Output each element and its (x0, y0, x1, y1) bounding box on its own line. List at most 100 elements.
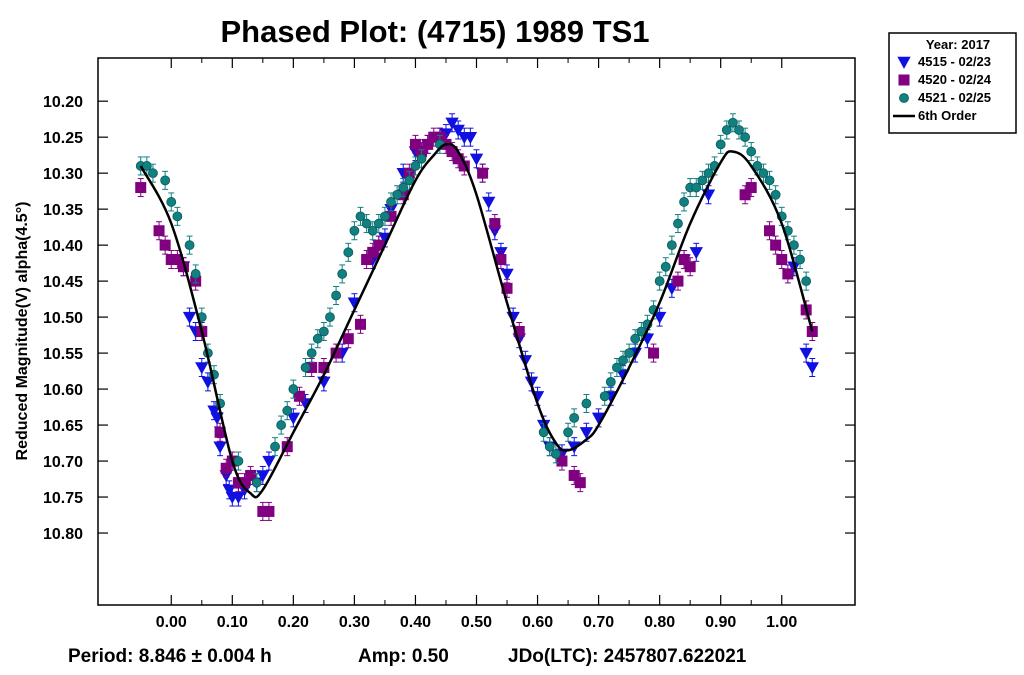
data-point (679, 197, 689, 207)
data-point (678, 254, 690, 266)
data-point (416, 153, 427, 164)
data-point (343, 247, 354, 258)
data-point (673, 218, 683, 229)
data-point (721, 125, 732, 135)
data-point (445, 117, 459, 130)
data-point (654, 276, 665, 287)
x-axis: 0.00 0.10 0.20 0.30 0.40 0.50 0.60 0.70 0.80 0.90… (156, 58, 797, 631)
data-point (618, 355, 628, 366)
data-point (684, 261, 696, 273)
data-point (392, 189, 403, 200)
legend: Year: 2017 4515 - 02/23 4520 - 02/24 4521 … (888, 32, 1017, 134)
x-tick-label: 0.50 (461, 614, 492, 631)
data-points (135, 113, 819, 521)
data-point (257, 505, 269, 517)
data-point (171, 254, 183, 266)
data-point (410, 161, 421, 171)
data-point (648, 347, 660, 359)
data-point (703, 168, 714, 179)
jdo-label: JDo(LTC): 2457807.622021 (508, 646, 747, 667)
data-point (380, 211, 390, 222)
x-tick-label: 0.20 (278, 614, 309, 631)
data-point (165, 254, 177, 266)
data-point (201, 376, 215, 389)
data-point (739, 189, 751, 201)
data-point (422, 138, 434, 150)
data-point (544, 441, 555, 452)
data-point (795, 254, 805, 265)
data-point (500, 268, 514, 281)
data-point (141, 161, 152, 171)
legend-entry: 4515 - 02/23 (918, 54, 991, 69)
legend-entry: 4521 - 02/25 (918, 90, 991, 105)
data-point (579, 427, 594, 440)
data-point (288, 384, 299, 394)
legend-entry: 4520 - 02/24 (918, 72, 992, 87)
data-point (239, 477, 251, 489)
data-point (550, 448, 561, 459)
data-point (697, 175, 708, 186)
legend-title: Year: 2017 (926, 37, 990, 52)
y-tick-label: 10.30 (43, 166, 83, 183)
data-point (452, 153, 464, 165)
data-point (361, 254, 373, 266)
data-point (574, 477, 586, 489)
data-point (801, 276, 812, 287)
data-point (605, 376, 616, 387)
data-point (581, 398, 592, 409)
data-point (446, 146, 458, 158)
y-tick-label: 10.80 (43, 526, 83, 543)
data-point (293, 390, 305, 402)
data-point (160, 175, 171, 186)
data-point (660, 261, 671, 272)
data-point (373, 239, 385, 251)
legend-swatch (899, 93, 909, 103)
data-point (220, 462, 232, 474)
chart-title: Phased Plot: (4715) 1989 TS1 (220, 14, 649, 49)
x-tick-label: 0.30 (339, 614, 370, 631)
data-point (715, 139, 726, 150)
data-point (746, 146, 757, 157)
data-point (752, 161, 763, 171)
legend-swatch (898, 74, 910, 86)
data-point (190, 269, 201, 279)
data-point (184, 240, 195, 251)
data-point (282, 405, 293, 416)
y-tick-label: 10.45 (43, 274, 83, 291)
x-tick-label: 0.70 (583, 614, 614, 631)
fit-curve-6th-order (139, 142, 814, 499)
data-point (538, 427, 549, 438)
data-point (245, 469, 257, 481)
data-point (404, 175, 415, 186)
data-point (355, 318, 367, 330)
data-point (367, 246, 379, 258)
y-axis: 10.20 10.25 10.30 10.35 10.40 10.45 10.50 10.55… (43, 94, 855, 543)
data-point (148, 168, 158, 179)
data-point (361, 218, 372, 229)
x-tick-label: 0.10 (217, 614, 248, 631)
data-point (342, 333, 354, 345)
y-axis-label: Reduced Magnitude(V) alpha(4.5°) (14, 202, 31, 461)
y-tick-label: 10.70 (43, 454, 83, 471)
y-tick-label: 10.25 (43, 130, 83, 147)
y-tick-label: 10.40 (43, 238, 83, 255)
data-point (805, 362, 819, 375)
x-tick-label: 0.00 (156, 614, 187, 631)
data-point (367, 225, 378, 236)
data-point (195, 362, 209, 375)
data-point (734, 125, 744, 135)
y-tick-label: 10.60 (43, 382, 83, 399)
data-point (630, 333, 641, 344)
data-point (770, 189, 781, 200)
data-point (666, 240, 677, 251)
data-point (758, 168, 769, 179)
data-point (214, 426, 226, 438)
data-point (349, 225, 360, 236)
data-point (652, 311, 667, 324)
data-point (166, 197, 177, 207)
data-point (428, 131, 440, 143)
data-point (330, 347, 342, 359)
y-tick-label: 10.55 (43, 346, 83, 363)
data-point (306, 348, 317, 358)
y-tick-label: 10.65 (43, 418, 83, 435)
